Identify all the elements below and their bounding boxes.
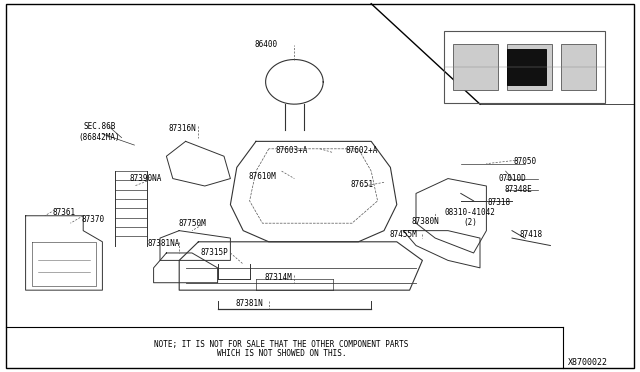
Text: 87602+A: 87602+A	[346, 146, 378, 155]
Text: 87316N: 87316N	[168, 124, 196, 133]
Text: 87361: 87361	[52, 208, 76, 217]
Text: 86400: 86400	[254, 40, 277, 49]
Text: 87315P: 87315P	[200, 248, 228, 257]
Text: 87314M: 87314M	[264, 273, 292, 282]
Text: 87380N: 87380N	[412, 217, 440, 226]
Polygon shape	[507, 44, 552, 90]
Text: 87651: 87651	[350, 180, 373, 189]
Text: 87455M: 87455M	[389, 230, 417, 239]
Text: X8700022: X8700022	[568, 358, 608, 367]
Text: 87050: 87050	[513, 157, 536, 166]
Text: NOTE; IT IS NOT FOR SALE THAT THE OTHER COMPONENT PARTS: NOTE; IT IS NOT FOR SALE THAT THE OTHER …	[154, 340, 409, 349]
Text: SEC.86B
(86842MA): SEC.86B (86842MA)	[78, 122, 120, 142]
Text: 87348E: 87348E	[504, 185, 532, 194]
Polygon shape	[453, 44, 498, 90]
Polygon shape	[561, 44, 596, 90]
Text: 87381NA: 87381NA	[147, 239, 179, 248]
Text: 87381N: 87381N	[236, 299, 264, 308]
Text: 87603+A: 87603+A	[275, 146, 307, 155]
Text: 07010D: 07010D	[498, 174, 526, 183]
Text: 87370: 87370	[81, 215, 104, 224]
Polygon shape	[507, 49, 547, 85]
Text: 87390NA: 87390NA	[130, 174, 162, 183]
Text: 87610M: 87610M	[248, 172, 276, 181]
Text: 08310-41042
(2): 08310-41042 (2)	[445, 208, 496, 227]
Text: 87418: 87418	[520, 230, 543, 239]
Text: 87750M: 87750M	[178, 219, 206, 228]
Text: WHICH IS NOT SHOWED ON THIS.: WHICH IS NOT SHOWED ON THIS.	[217, 349, 346, 358]
Text: 87318: 87318	[488, 198, 511, 207]
